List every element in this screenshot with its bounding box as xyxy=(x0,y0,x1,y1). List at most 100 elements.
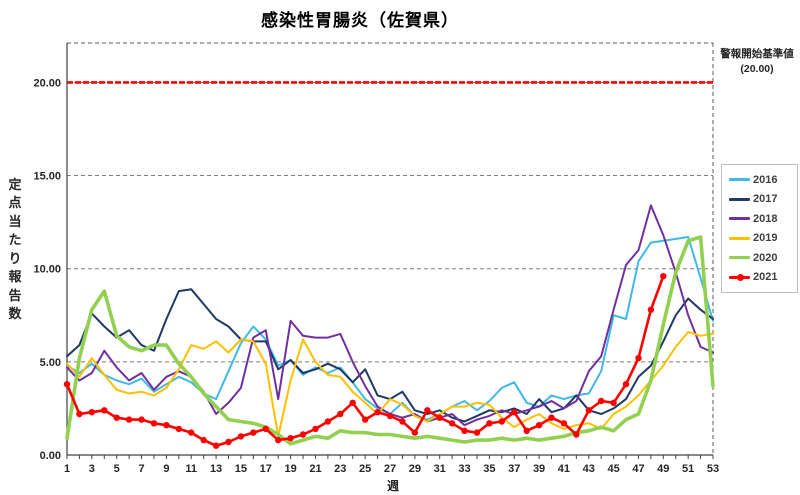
series-marker-2021 xyxy=(150,420,158,427)
series-marker-2021 xyxy=(312,425,319,433)
x-tick-label: 19 xyxy=(284,463,296,475)
series-marker-2021 xyxy=(573,431,580,438)
x-tick-label: 15 xyxy=(235,463,247,475)
series-marker-2021 xyxy=(188,429,195,436)
series-marker-2021 xyxy=(113,414,120,421)
series-marker-2021 xyxy=(275,436,282,444)
y-tick-label: 5.00 xyxy=(40,357,61,369)
chart-title: 感染性胃腸炎（佐賀県） xyxy=(261,11,459,30)
x-axis-title: 週 xyxy=(386,479,399,493)
legend-label-2019: 2019 xyxy=(753,232,778,245)
series-marker-2021 xyxy=(424,407,431,414)
x-tick-label: 27 xyxy=(384,463,396,475)
series-marker-2021 xyxy=(175,425,182,433)
series-marker-2021 xyxy=(598,397,605,405)
legend-label-2017: 2017 xyxy=(753,193,778,206)
series-marker-2021 xyxy=(250,429,257,436)
y-axis-title: 定点当たり報告数 xyxy=(8,177,22,322)
x-tick-label: 11 xyxy=(185,463,197,475)
legend-swatch-2016 xyxy=(729,178,750,182)
series-marker-2021 xyxy=(461,427,468,434)
series-marker-2021 xyxy=(548,414,555,421)
series-line-2019 xyxy=(66,331,714,438)
series-marker-2021 xyxy=(374,409,381,416)
series-marker-2021 xyxy=(163,422,170,429)
series-marker-2021 xyxy=(436,414,443,421)
threshold-note-label: 警報開始基準値 xyxy=(720,48,794,60)
series-marker-2021 xyxy=(76,410,83,418)
series-marker-2021 xyxy=(299,431,307,438)
x-tick-label: 33 xyxy=(458,463,470,475)
legend-item-2021: 2021 xyxy=(729,268,797,288)
legend-label-2021: 2021 xyxy=(753,271,778,284)
x-tick-label: 51 xyxy=(682,463,694,475)
x-tick-label: 39 xyxy=(533,463,545,475)
legend-label-2020: 2020 xyxy=(753,251,778,264)
series-marker-2021 xyxy=(511,409,518,416)
legend-swatch-2018 xyxy=(729,217,750,221)
legend-label-2018: 2018 xyxy=(753,212,778,225)
series-marker-2021 xyxy=(237,433,245,440)
x-tick-label: 1 xyxy=(64,463,70,475)
x-tick-label: 53 xyxy=(707,463,719,475)
legend-item-2016: 2016 xyxy=(729,170,797,190)
legend-marker-dot xyxy=(737,273,744,281)
y-tick-label: 0.00 xyxy=(40,450,61,462)
series-marker-2021 xyxy=(125,416,133,423)
series-marker-2021 xyxy=(610,399,617,406)
y-tick-label: 10.00 xyxy=(33,264,61,276)
series-marker-2021 xyxy=(386,412,394,420)
series-marker-2021 xyxy=(287,435,294,442)
x-tick-label: 43 xyxy=(583,463,595,475)
x-tick-label: 49 xyxy=(657,463,669,475)
series-marker-2021 xyxy=(200,436,207,444)
legend-item-2019: 2019 xyxy=(729,229,797,249)
series-marker-2021 xyxy=(622,381,630,388)
legend-swatch-2021 xyxy=(729,273,750,281)
legend-swatch-2020 xyxy=(729,256,750,260)
series-marker-2021 xyxy=(63,381,71,388)
series-marker-2021 xyxy=(585,407,592,414)
series-marker-2021 xyxy=(535,422,543,429)
x-tick-label: 9 xyxy=(163,463,169,475)
series-marker-2021 xyxy=(647,306,655,313)
legend-item-2017: 2017 xyxy=(729,190,797,210)
x-tick-label: 3 xyxy=(89,463,95,475)
series-marker-2021 xyxy=(337,410,344,418)
series-marker-2021 xyxy=(138,416,145,423)
legend: 2016 2017 2018 2019 2020 2021 xyxy=(721,164,798,293)
legend-label-2016: 2016 xyxy=(753,173,778,186)
x-tick-label: 37 xyxy=(508,463,520,475)
x-tick-label: 31 xyxy=(434,463,446,475)
x-tick-label: 29 xyxy=(409,463,421,475)
series-marker-2021 xyxy=(324,418,332,425)
series-marker-2021 xyxy=(635,354,642,362)
x-tick-label: 47 xyxy=(632,463,644,475)
threshold-note-value: (20.00) xyxy=(740,62,774,75)
threshold-note: 警報開始基準値 (20.00) xyxy=(714,47,800,76)
y-tick-label: 15.00 xyxy=(33,171,61,183)
x-tick-label: 5 xyxy=(114,463,120,475)
series-marker-2021 xyxy=(523,427,530,434)
series-marker-2021 xyxy=(225,438,232,446)
series-marker-2021 xyxy=(262,425,269,433)
x-tick-label: 41 xyxy=(558,463,570,475)
x-tick-label: 13 xyxy=(210,463,222,475)
series-line-2016 xyxy=(66,236,714,421)
x-tick-label: 21 xyxy=(309,463,321,475)
x-tick-label: 7 xyxy=(138,463,144,475)
legend-swatch-2019 xyxy=(729,236,750,240)
series-line-2020 xyxy=(65,235,715,446)
x-tick-label: 35 xyxy=(483,463,495,475)
x-tick-label: 25 xyxy=(359,463,371,475)
legend-swatch-2017 xyxy=(729,197,750,201)
series-marker-2021 xyxy=(88,409,96,416)
legend-item-2018: 2018 xyxy=(729,209,797,229)
series-marker-2021 xyxy=(349,399,356,406)
series-marker-2021 xyxy=(660,273,667,280)
legend-item-2020: 2020 xyxy=(729,248,797,268)
x-tick-label: 45 xyxy=(607,463,619,475)
series-marker-2021 xyxy=(498,418,505,425)
